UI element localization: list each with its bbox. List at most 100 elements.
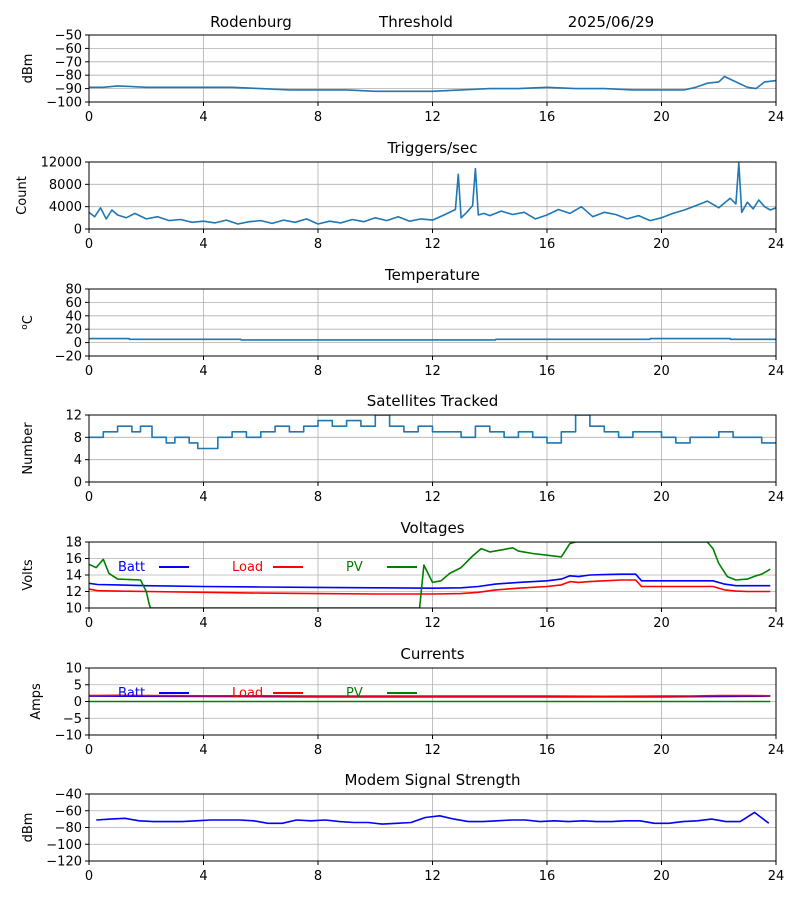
y-tick-label: −60 [55, 42, 82, 57]
y-tick-label: 0 [74, 695, 82, 710]
chart-title: Currents [400, 645, 464, 663]
x-tick-label: 20 [653, 869, 670, 884]
legend-label-pv: PV [346, 686, 363, 701]
y-tick-label: 8000 [49, 178, 82, 193]
grid-voltages [88, 541, 777, 609]
x-tick-label: 12 [424, 364, 441, 379]
x-tick-label: 20 [653, 237, 670, 252]
y-axis-label: Count [15, 176, 30, 215]
x-tick-label: 24 [768, 616, 785, 631]
x-tick-label: 8 [314, 743, 322, 758]
x-tick-label: 4 [199, 110, 207, 125]
x-tick-label: 24 [768, 364, 785, 379]
y-tick-label: 12 [65, 409, 82, 424]
y-tick-label: −80 [55, 69, 82, 84]
x-tick-label: 16 [539, 869, 556, 884]
y-tick-label: −100 [46, 96, 82, 111]
x-tick-label: 0 [85, 743, 93, 758]
chart-title: Modem Signal Strength [345, 771, 521, 789]
x-tick-label: 0 [85, 364, 93, 379]
chart-threshold: 0 4 8 12 16 20 24 −100−90−80−70−60−50 dBm [21, 29, 784, 126]
x-tick-label: 4 [199, 237, 207, 252]
y-tick-label: 16 [65, 552, 82, 567]
series-line-temperature-0 [89, 337, 776, 341]
x-tick-label: 16 [539, 490, 556, 505]
series-line-triggers-0 [89, 162, 776, 225]
x-tick-label: 8 [314, 110, 322, 125]
y-axis-label: Amps [29, 683, 44, 720]
y-tick-label: 4000 [49, 200, 82, 215]
x-tick-label: 16 [539, 364, 556, 379]
series-line-voltages-pv [89, 542, 771, 608]
y-tick-label: 12000 [41, 156, 82, 171]
chart-title: Temperature [384, 266, 480, 284]
x-tick-label: 20 [653, 490, 670, 505]
x-tick-label: 24 [768, 743, 785, 758]
legend-currents: Batt Load PV [118, 686, 417, 701]
x-tick-label: 4 [199, 743, 207, 758]
x-tick-label: 16 [539, 743, 556, 758]
header-date: 2025/06/29 [568, 13, 654, 31]
chart-modem: 0 4 8 12 16 20 24 −120 −100 −80 −60−40 Modem Signal… [21, 771, 784, 884]
y-axis-label: Volts [21, 559, 36, 591]
x-tick-label: 4 [199, 616, 207, 631]
x-tick-label: 24 [768, 490, 785, 505]
x-tick-label: 12 [424, 490, 441, 505]
grid-temperature [88, 288, 777, 357]
grid-satellites [88, 414, 777, 483]
x-tick-label: 8 [314, 364, 322, 379]
y-tick-label: −120 [46, 855, 82, 870]
legend-label-batt: Batt [118, 560, 145, 575]
y-tick-label: 80 [65, 283, 82, 298]
x-tick-label: 8 [314, 237, 322, 252]
x-tick-label: 16 [539, 616, 556, 631]
y-tick-label: 40 [65, 309, 82, 324]
y-tick-label: 4 [74, 453, 82, 468]
x-tick-label: 20 [653, 616, 670, 631]
chart-triggers: 0 4 8 12 16 20 24 0 4000 8000 12000 Triggers/sec Cou… [15, 139, 784, 252]
chart-title: Triggers/sec [387, 139, 478, 157]
y-tick-label: 8 [74, 431, 82, 446]
x-tick-label: 0 [85, 490, 93, 505]
series-line-modem-0 [96, 811, 770, 825]
x-tick-label: 24 [768, 237, 785, 252]
y-tick-label: −80 [55, 821, 82, 836]
x-tick-label: 8 [314, 869, 322, 884]
y-tick-label: 0 [74, 336, 82, 351]
y-tick-label: 60 [65, 296, 82, 311]
x-tick-label: 16 [539, 237, 556, 252]
chart-satellites: 0 4 8 12 16 20 24 0 4 8 12 Satellites Tracked Number [21, 392, 784, 505]
legend-label-load: Load [232, 560, 263, 575]
y-tick-label: −90 [55, 82, 82, 97]
x-tick-label: 12 [424, 869, 441, 884]
x-tick-label: 12 [424, 743, 441, 758]
y-tick-label: 14 [65, 569, 82, 584]
series-line-currents-load [89, 694, 771, 698]
x-tick-label: 24 [768, 110, 785, 125]
chart-title: Satellites Tracked [367, 392, 498, 410]
x-tick-label: 16 [539, 110, 556, 125]
x-tick-label: 24 [768, 869, 785, 884]
y-axis-label: dBm [21, 54, 36, 84]
y-tick-label: −5 [63, 712, 82, 727]
grid-triggers [88, 161, 777, 230]
legend-voltages: Batt Load PV [118, 560, 417, 575]
x-tick-label: 0 [85, 237, 93, 252]
y-tick-label: −50 [55, 29, 82, 44]
y-axis-label: Number [21, 422, 36, 475]
y-tick-label: 5 [74, 678, 82, 693]
x-tick-label: 20 [653, 364, 670, 379]
y-tick-label: −60 [55, 804, 82, 819]
x-tick-label: 8 [314, 616, 322, 631]
x-tick-label: 4 [199, 490, 207, 505]
legend-label-batt: Batt [118, 686, 145, 701]
series-line-satellites-0 [89, 415, 776, 450]
x-tick-label: 20 [653, 743, 670, 758]
x-tick-label: 0 [85, 869, 93, 884]
header-mode: Threshold [378, 13, 453, 31]
header-station: Rodenburg [210, 13, 292, 31]
x-tick-label: 4 [199, 869, 207, 884]
legend-label-load: Load [232, 686, 263, 701]
